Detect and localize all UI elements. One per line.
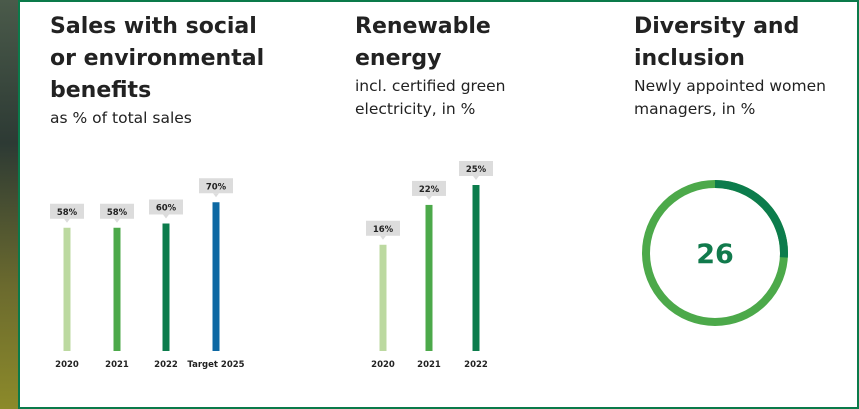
chart-title-diversity: Diversity and inclusion	[634, 14, 800, 71]
donut-value-arc	[714, 180, 788, 258]
sales-value-label-1: 58%	[107, 208, 128, 218]
renewable-label-bg-0	[366, 220, 400, 236]
background-strip	[0, 0, 18, 409]
sales-label-bg-0	[50, 203, 84, 219]
renewable-tick-label-0: 2020	[371, 360, 395, 370]
renewable-label-pointer-2	[473, 176, 479, 180]
sales-bar-0	[63, 227, 71, 351]
sales-label-pointer-0	[64, 218, 70, 223]
chart-subtitle-diversity: Newly appointed women managers, in %	[634, 77, 827, 118]
renewable-value-label-0: 16%	[373, 225, 394, 235]
chart-title-sales: Sales with social or environmental benefit…	[50, 14, 265, 103]
sales-tick-label-0: 2020	[55, 360, 79, 370]
renewable-label-pointer-1	[426, 195, 432, 200]
sales-label-pointer-1	[114, 218, 120, 223]
sales-tick-label-3: Target 2025	[187, 360, 244, 370]
sales-label-bg-2	[149, 199, 183, 215]
donut-value-label: 26	[696, 239, 734, 270]
renewable-value-label-2: 25%	[466, 165, 487, 175]
sales-label-bg-1	[100, 203, 134, 219]
chart-subtitle-renewable: incl. certified green electricity, in %	[355, 77, 506, 118]
renewable-tick-label-1: 2021	[417, 360, 441, 370]
sales-value-label-3: 70%	[206, 182, 227, 192]
sales-label-pointer-3	[213, 193, 219, 198]
renewable-tick-label-2: 2022	[464, 360, 488, 370]
renewable-label-pointer-0	[380, 235, 386, 240]
sales-tick-label-2: 2022	[154, 360, 178, 370]
sales-value-label-2: 60%	[156, 204, 177, 214]
renewable-label-bg-1	[412, 180, 446, 196]
renewable-bar-2	[472, 185, 480, 351]
chart-title-renewable: Renewable energy	[355, 14, 491, 71]
sales-tick-label-1: 2021	[105, 360, 129, 370]
chart-subtitle-sales: as % of total sales	[50, 109, 192, 127]
sales-label-pointer-2	[163, 214, 169, 219]
sales-bar-2	[162, 223, 170, 351]
renewable-label-bg-2	[459, 161, 493, 176]
renewable-bar-0	[379, 244, 387, 351]
sales-value-label-0: 58%	[57, 208, 78, 218]
renewable-value-label-1: 22%	[419, 185, 440, 195]
sales-bar-3	[212, 202, 220, 351]
sales-bar-1	[113, 227, 121, 351]
renewable-bar-1	[425, 204, 433, 351]
sales-label-bg-3	[199, 178, 233, 194]
